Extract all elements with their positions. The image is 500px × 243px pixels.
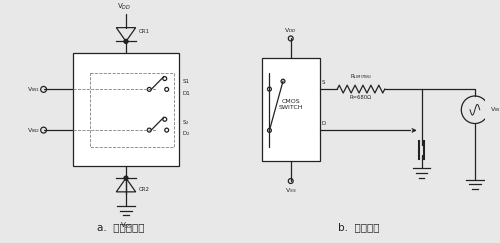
Text: CMOS
SWITCH: CMOS SWITCH	[278, 99, 303, 110]
Text: V$_{DD}$: V$_{DD}$	[284, 26, 297, 35]
Text: a.  二极管保护: a. 二极管保护	[98, 222, 145, 232]
Text: V$_{SS}$: V$_{SS}$	[120, 220, 132, 231]
Text: V$_{IN}$: V$_{IN}$	[490, 105, 500, 114]
Text: V$_{SS}$: V$_{SS}$	[285, 186, 296, 195]
Bar	[262, 58, 320, 161]
Text: D$_2$: D$_2$	[182, 130, 190, 139]
Text: CR1: CR1	[138, 29, 149, 34]
Text: S1: S1	[182, 79, 189, 84]
Text: V$_{DD}$: V$_{DD}$	[117, 2, 131, 12]
Text: b.  限流保护: b. 限流保护	[338, 222, 380, 232]
Circle shape	[124, 39, 128, 43]
Text: S$_2$: S$_2$	[182, 118, 190, 127]
Text: R=680Ω: R=680Ω	[350, 95, 372, 100]
Circle shape	[124, 176, 128, 180]
Text: V$_{IN2}$: V$_{IN2}$	[28, 126, 40, 135]
Bar	[72, 53, 180, 166]
Text: R$_{LIMITING}$: R$_{LIMITING}$	[350, 72, 372, 81]
Text: S: S	[322, 80, 326, 85]
Bar	[90, 73, 174, 147]
Text: V$_{IN1}$: V$_{IN1}$	[28, 85, 40, 94]
Text: CR2: CR2	[138, 187, 149, 192]
Text: D: D	[322, 122, 326, 126]
Text: D1: D1	[182, 91, 190, 96]
